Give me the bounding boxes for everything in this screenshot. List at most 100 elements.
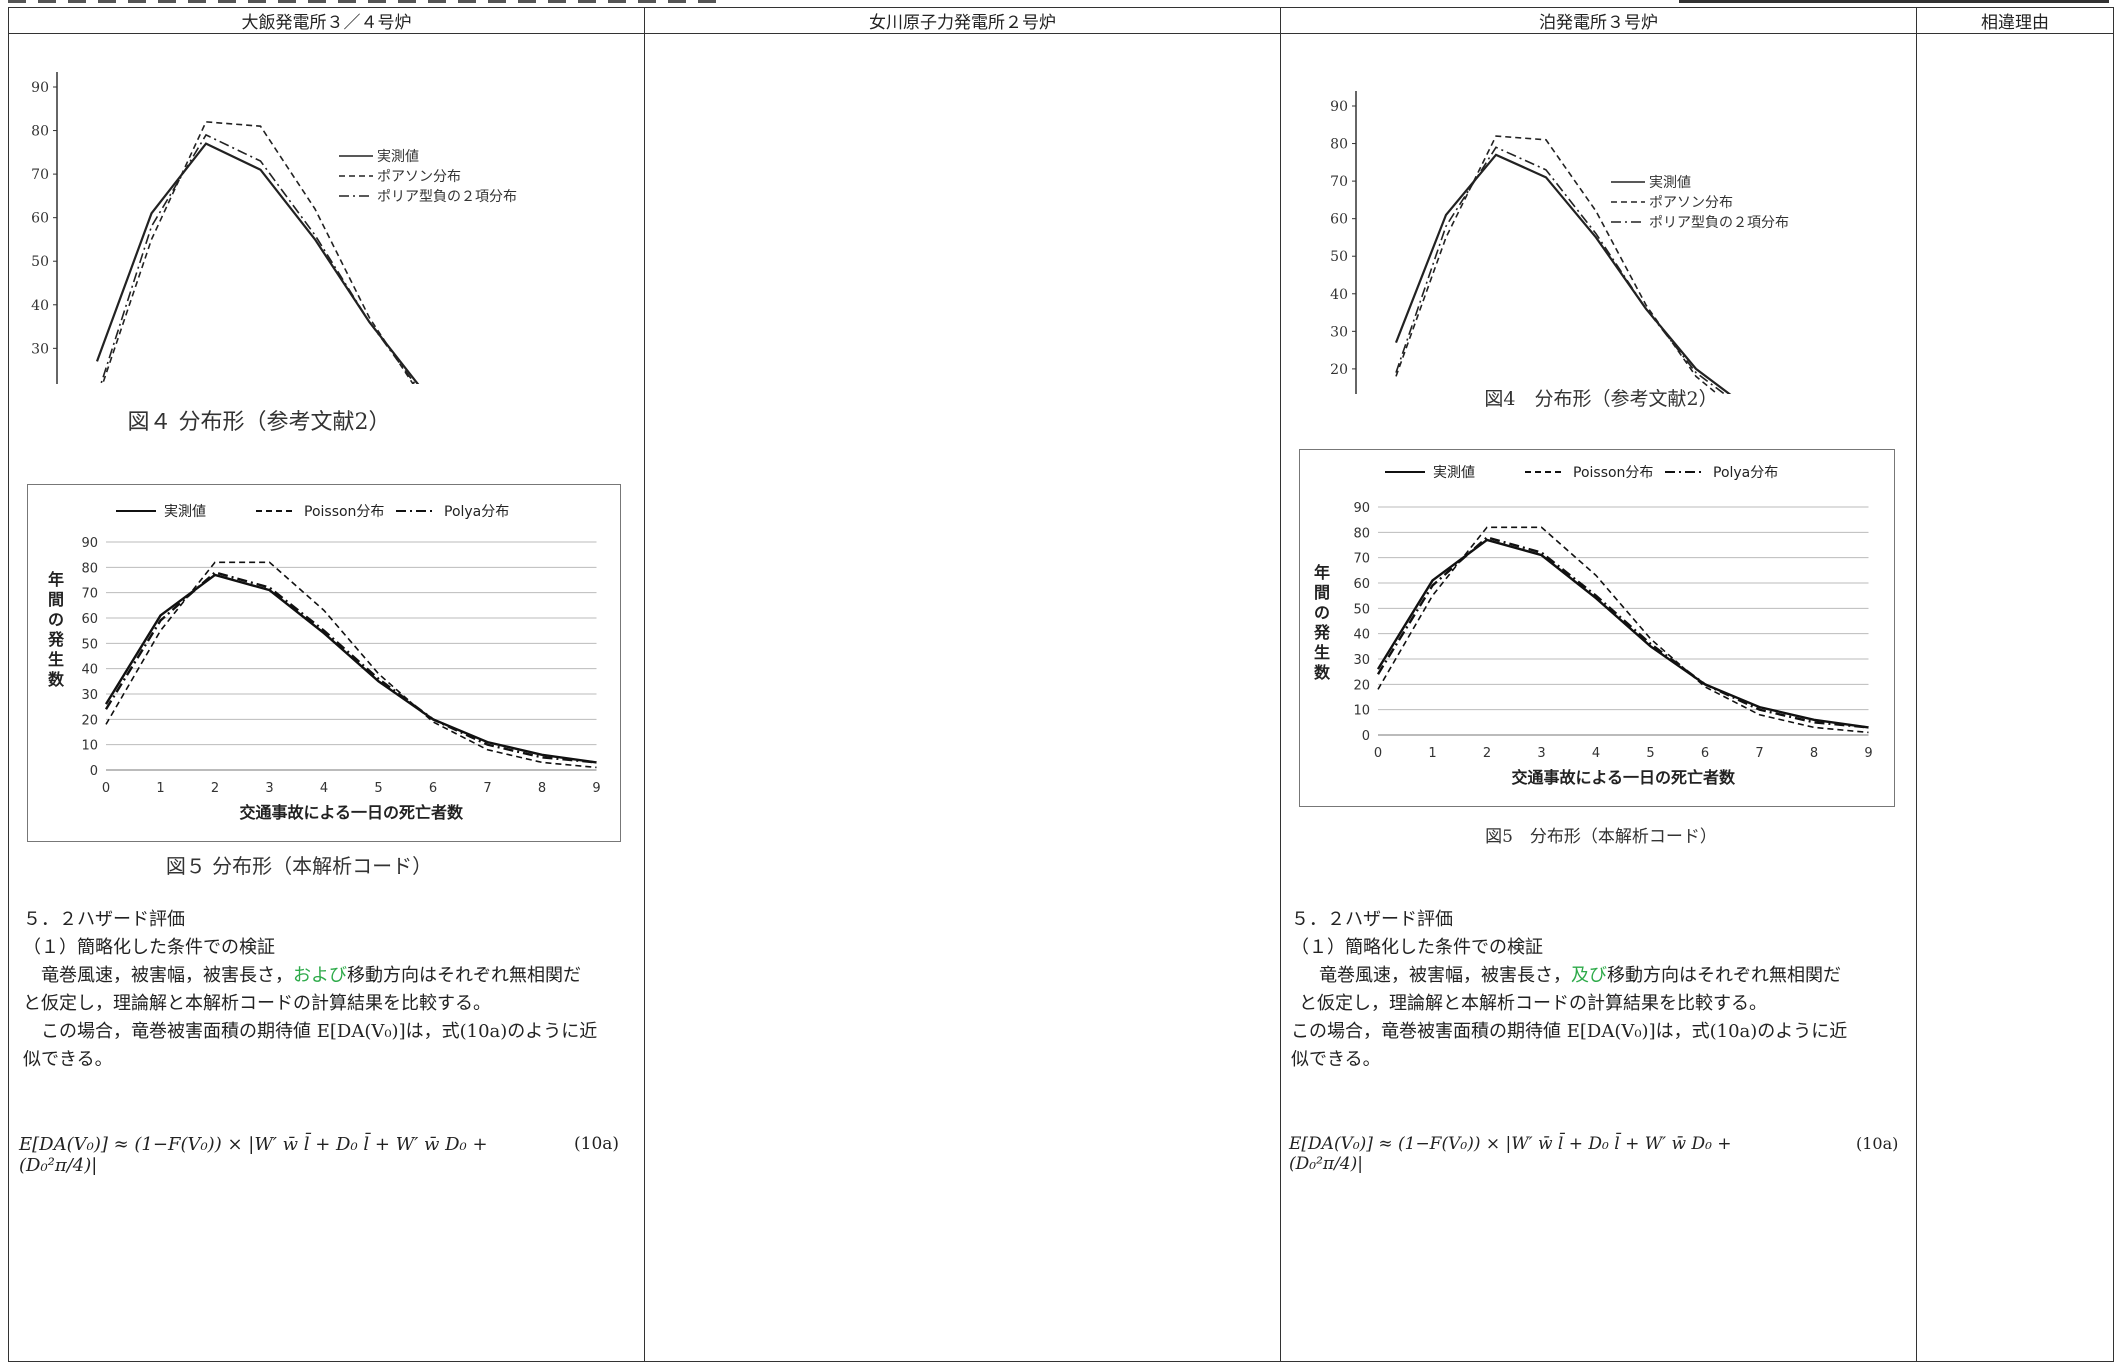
y-tick-label: 30 [81, 688, 98, 703]
y-tick-label: 80 [1330, 137, 1348, 153]
fig5-caption-left: 図５ 分布形（本解析コード） [165, 854, 433, 878]
para1-green-text: 及び [1571, 965, 1607, 986]
y-tick-label: 80 [1353, 526, 1370, 541]
para2-left: この場合，竜巻被害面積の期待値 E[DA(V₀)]は，式(10a)のように近 [41, 1021, 598, 1042]
legend-label: ポアソン分布 [377, 169, 461, 185]
y-tick-label: 90 [81, 536, 98, 551]
para1-cont-left: と仮定し，理論解と本解析コードの計算結果を比較する。 [23, 993, 491, 1014]
y-tick-label: 80 [81, 561, 98, 576]
formula-right: E[DA(V₀)] ≈ (1−F(V₀)) × |W′ w̄ l̄ + D₀ l… [1289, 1134, 1732, 1174]
y-tick-label: 90 [1353, 501, 1370, 516]
x-tick-label: 0 [1374, 746, 1382, 761]
y-tick-label: 10 [81, 739, 98, 754]
legend-label: 実測値 [1433, 465, 1475, 481]
section-title-right: ５．２ハザード評価 [1291, 909, 1453, 930]
y-tick-label: 40 [31, 298, 49, 314]
y-tick-label: 80 [31, 124, 49, 140]
legend-label: 実測値 [377, 149, 419, 165]
table-body-row: 1020304050607080900123456789死亡者数実測値ポアソン分… [8, 33, 2114, 1362]
y-axis-label-char: 発 [47, 630, 65, 649]
sub-title-left: （１）簡略化した条件での検証 [23, 937, 275, 958]
x-tick-label: 4 [320, 781, 328, 796]
x-tick-label: 1 [1428, 746, 1436, 761]
para1-text-b: 移動方向はそれぞれ無相関だ [1607, 965, 1841, 986]
fig5-chart-frame-right: 0 10 20 30 40 50 60 70 80 90 0 1 2 3 4 5 6 7 8 9 交通事故による一日の死… [1299, 449, 1895, 807]
y-tick-label: 60 [1353, 577, 1370, 592]
y-axis-label-char: 数 [48, 670, 65, 689]
x-tick-label: 7 [1755, 746, 1763, 761]
para2-right: この場合，竜巻被害面積の期待値 E[DA(V₀)]は，式(10a)のように近 [1291, 1021, 1848, 1042]
x-tick-label: 8 [538, 781, 546, 796]
x-tick-label: 5 [374, 781, 382, 796]
fig4-caption-left: 図４ 分布形（参考文献2） [127, 410, 391, 435]
y-tick-label: 70 [81, 587, 98, 602]
sub-title-right: （１）簡略化した条件での検証 [1291, 937, 1543, 958]
y-tick-label: 90 [1330, 99, 1348, 115]
series-line-2 [1395, 135, 1719, 394]
y-axis-label-char: 間 [48, 590, 64, 609]
header-onagawa: 女川原子力発電所２号炉 [644, 7, 1281, 34]
section-title-left: ５．２ハザード評価 [23, 909, 185, 930]
legend-label: Polya分布 [444, 504, 509, 520]
y-tick-label: 60 [1330, 212, 1348, 228]
para1-green-text: および [293, 965, 347, 986]
top-solid-rule [1679, 0, 2109, 3]
legend-label: Polya分布 [1713, 465, 1778, 481]
legend-label: ポアソン分布 [1649, 195, 1733, 211]
y-axis-label-char: 発 [1313, 623, 1331, 642]
legend-label: ポリア型負の２項分布 [377, 189, 517, 205]
series-line-1 [1394, 153, 1732, 394]
para1-text-a: 竜巻風速，被害幅，被害長さ， [41, 965, 293, 986]
x-tick-label: 9 [592, 781, 600, 796]
y-tick-label: 40 [81, 663, 98, 678]
series-line-3 [1376, 536, 1869, 729]
x-tick-label: 2 [1483, 746, 1491, 761]
formula-left: E[DA(V₀)] ≈ (1−F(V₀)) × |W′ w̄ l̄ + D₀ l… [19, 1134, 488, 1176]
fig4-chart-right: 1020304050607080900123456789死亡者数実測値ポアソン分… [1330, 91, 1789, 394]
x-tick-label: 7 [483, 781, 491, 796]
y-axis-label-char: 年 [48, 570, 64, 589]
x-tick-label: 4 [1592, 746, 1600, 761]
y-tick-label: 60 [81, 612, 98, 627]
y-tick-label: 40 [1353, 628, 1370, 643]
y-tick-label: 20 [1330, 362, 1348, 378]
y-axis-label-char: 年 [1314, 563, 1330, 582]
y-tick-label: 90 [31, 80, 49, 96]
series-line-1 [95, 142, 420, 384]
y-tick-label: 0 [90, 764, 98, 779]
y-tick-label: 10 [1353, 704, 1370, 719]
y-tick-label: 50 [81, 637, 98, 652]
y-axis-label-char: 数 [1314, 663, 1331, 682]
y-axis-label-char: 生 [48, 650, 64, 669]
formula-no-left: (10a) [574, 1134, 620, 1154]
x-tick-label: 8 [1810, 746, 1818, 761]
para1-text-a: 竜巻風速，被害幅，被害長さ， [1319, 965, 1571, 986]
legend-label: 実測値 [164, 504, 206, 520]
x-axis-label: 交通事故による一日の死亡者数 [239, 803, 464, 822]
fig5-chart-frame-left: 0 10 20 30 40 50 60 70 80 90 0 1 2 3 4 5 6 7 8 9 交通事故による一日の死… [27, 484, 621, 842]
column-tomari: 1020304050607080900123456789死亡者数実測値ポアソン分… [1280, 33, 1917, 1362]
y-tick-label: 60 [31, 211, 49, 227]
para1-right: 竜巻風速，被害幅，被害長さ，及び移動方向はそれぞれ無相関だ [1291, 962, 1911, 990]
y-axis-label-char: 生 [1314, 643, 1330, 662]
x-tick-label: 1 [156, 781, 164, 796]
para2-cont-right: 似できる。 [1291, 1049, 1381, 1070]
y-tick-label: 30 [1353, 653, 1370, 668]
x-axis-label: 交通事故による一日の死亡者数 [1511, 768, 1736, 787]
series-line-3 [104, 571, 597, 764]
hazard-section-right: ５．２ハザード評価 （１）簡略化した条件での検証 竜巻風速，被害幅，被害長さ，及… [1291, 906, 1911, 1074]
y-axis-label-char: の [1314, 603, 1330, 622]
header-ohi: 大飯発電所３／４号炉 [8, 7, 645, 34]
legend-label: 実測値 [1649, 175, 1691, 191]
para1-text-b: 移動方向はそれぞれ無相関だ [347, 965, 581, 986]
series-line-3 [100, 133, 416, 384]
y-tick-label: 0 [1362, 729, 1370, 744]
y-tick-label: 30 [31, 341, 49, 357]
x-tick-label: 3 [1537, 746, 1545, 761]
y-axis-label-char: 間 [1314, 583, 1330, 602]
legend-label: ポリア型負の２項分布 [1649, 215, 1789, 231]
y-tick-label: 50 [1353, 602, 1370, 617]
para1-left: 竜巻風速，被害幅，被害長さ，および移動方向はそれぞれ無相関だ [23, 962, 643, 990]
y-tick-label: 20 [1353, 678, 1370, 693]
y-tick-label: 40 [1330, 287, 1348, 303]
